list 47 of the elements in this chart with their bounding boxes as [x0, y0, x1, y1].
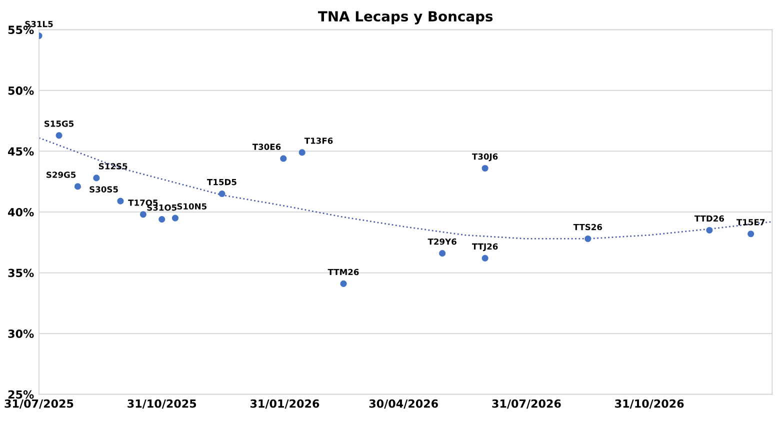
annotation: T29Y6 — [428, 238, 456, 245]
y-tick-label: 30% — [8, 330, 34, 338]
annotation: TTS26 — [573, 224, 602, 230]
point — [584, 235, 592, 242]
x-tick-label: 31/01/2026 — [250, 399, 320, 409]
annotation: TTJ26 — [472, 243, 498, 252]
annotation: S31O5 — [147, 204, 177, 211]
point — [93, 174, 100, 182]
y-tick-label: 45% — [8, 147, 34, 156]
x-tick-label: 30/04/2026 — [369, 399, 438, 409]
annotation: TTD26 — [694, 215, 724, 222]
point — [218, 190, 226, 198]
annotation: T15D5 — [207, 179, 236, 186]
point — [706, 226, 713, 234]
x-tick-label: 31/07/2026 — [492, 399, 561, 409]
point — [172, 214, 179, 222]
x-tick-label: 31/10/2026 — [615, 399, 684, 409]
annotation: TTM26 — [328, 268, 359, 276]
annotation: T15E7 — [736, 219, 765, 226]
annotation: T30J6 — [472, 153, 498, 162]
point — [482, 164, 488, 172]
point — [56, 132, 62, 139]
x-tick-label: 31/10/2025 — [128, 399, 196, 409]
annotation: T30E6 — [252, 144, 281, 150]
point — [117, 198, 124, 204]
point — [158, 216, 166, 223]
point — [298, 149, 306, 156]
y-tick-label: 35% — [8, 268, 34, 278]
point — [439, 250, 446, 257]
chart-title: TNA Lecaps y Boncaps — [318, 11, 493, 24]
point — [140, 211, 146, 218]
annotation: T13F6 — [304, 138, 333, 144]
y-tick-label: 40% — [8, 208, 34, 216]
x-tick-label: 31/07/2025 — [4, 399, 74, 409]
point — [340, 280, 347, 288]
annotation: S30S5 — [90, 186, 118, 192]
point — [280, 155, 287, 162]
annotation: S31L5 — [25, 20, 53, 28]
annotation: S15G5 — [44, 120, 74, 127]
y-tick-label: 55% — [8, 26, 34, 34]
y-tick-label: 50% — [8, 86, 34, 95]
point — [74, 183, 82, 190]
point — [748, 230, 754, 238]
point — [482, 254, 488, 262]
annotation: S29G5 — [46, 172, 76, 178]
annotation: S10N5 — [177, 203, 206, 210]
y-tick-label: 25% — [8, 390, 34, 399]
